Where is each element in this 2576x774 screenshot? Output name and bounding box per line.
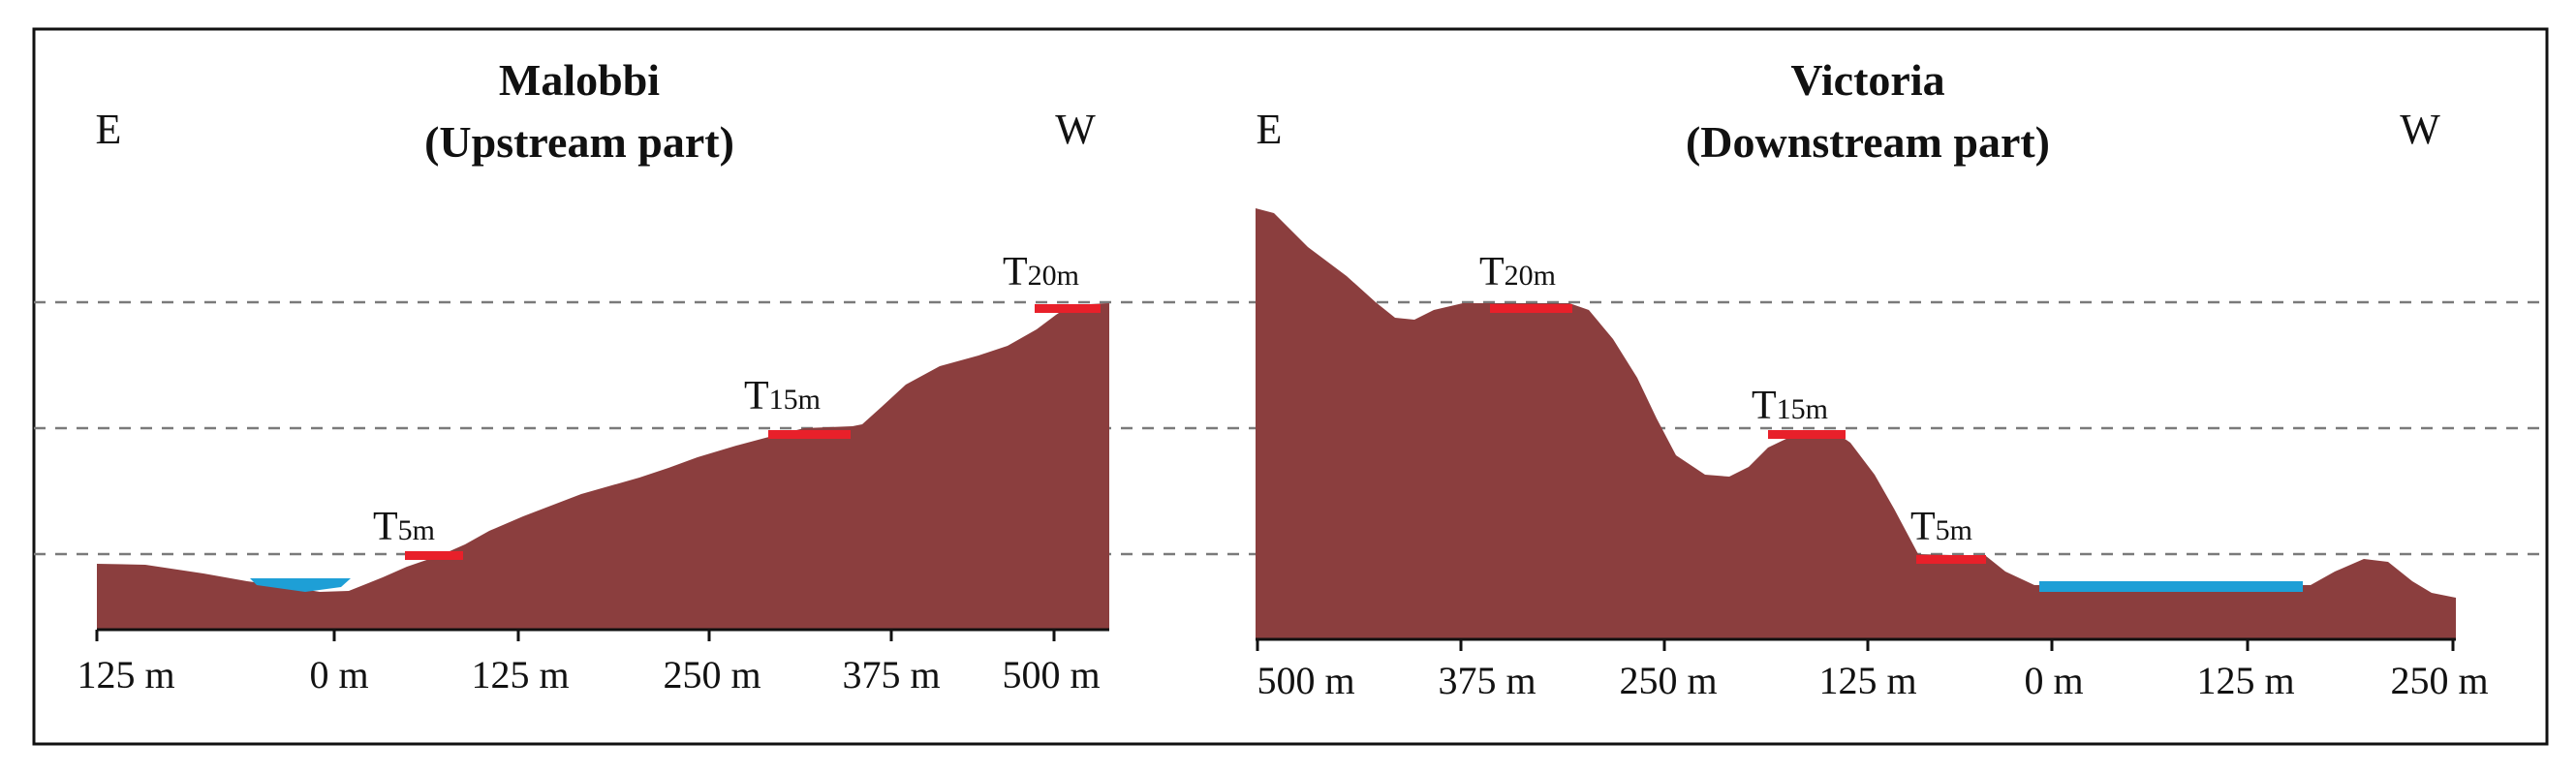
terrace-label-t15m-t: T — [744, 374, 769, 418]
terrace-label-t5m: T5m — [1910, 505, 1972, 549]
river-water — [2039, 581, 2303, 592]
terrain-profile — [1256, 208, 2456, 639]
x-tick-label: 375 m — [1438, 659, 1536, 702]
terrain-profile — [97, 303, 1109, 630]
terrace-label-t5m-sub: 5m — [398, 514, 435, 546]
terrace-label-t15m: T15m — [744, 374, 821, 418]
terrace-bar-t20m — [1490, 304, 1572, 313]
x-tick-label: 0 m — [2024, 659, 2083, 702]
terrace-label-t20m-sub: 20m — [1505, 260, 1556, 292]
terrace-label-t20m-sub: 20m — [1028, 260, 1079, 292]
terrace-label-t5m-t: T — [1910, 505, 1936, 549]
panel-title-line2: (Upstream part) — [424, 117, 734, 167]
x-tick-label: 125 m — [77, 653, 174, 697]
terrace-bar-t15m — [1768, 430, 1846, 439]
terrace-label-t15m-t: T — [1752, 384, 1777, 428]
x-tick-label: 125 m — [471, 653, 569, 697]
direction-east-label: E — [1257, 106, 1283, 153]
x-tick-label: 250 m — [2390, 659, 2488, 702]
terrace-bar-t20m — [1035, 304, 1101, 313]
panel-malobbi: Malobbi (Upstream part) E W T5m T15m T20… — [77, 55, 1109, 697]
terrace-label-t15m-sub: 15m — [769, 384, 821, 416]
x-axis-ticks — [1256, 639, 2455, 651]
x-tick-label: 250 m — [1619, 659, 1717, 702]
terrace-label-t5m: T5m — [373, 505, 435, 549]
x-tick-label: 500 m — [1002, 653, 1100, 697]
panel-title-line1: Malobbi — [499, 55, 660, 105]
terrace-bar-t15m — [768, 430, 851, 439]
figure-frame — [32, 27, 2549, 746]
x-tick-label: 500 m — [1257, 659, 1354, 702]
x-tick-label: 125 m — [1818, 659, 1916, 702]
panel-victoria: Victoria (Downstream part) E W T20m T15m… — [1256, 55, 2489, 702]
direction-east-label: E — [96, 106, 122, 153]
terrace-label-t5m-t: T — [373, 505, 398, 549]
terrace-label-t15m: T15m — [1752, 384, 1828, 428]
terrace-bar-t5m — [1916, 555, 1986, 564]
terrace-label-t15m-sub: 15m — [1777, 393, 1828, 425]
terrace-bar-t5m — [405, 551, 463, 560]
level-lines — [34, 300, 2547, 556]
terrace-label-t20m-t: T — [1003, 250, 1028, 294]
terrace-label-t20m: T20m — [1003, 250, 1079, 294]
x-tick-label: 125 m — [2196, 659, 2294, 702]
terrace-label-t5m-sub: 5m — [1936, 514, 1972, 546]
x-tick-label: 0 m — [309, 653, 368, 697]
panel-title-line1: Victoria — [1790, 55, 1944, 105]
x-tick-label: 375 m — [842, 653, 940, 697]
terrace-label-t20m: T20m — [1479, 250, 1556, 294]
x-axis-ticks — [95, 630, 1056, 641]
direction-west-label: W — [1055, 106, 1096, 153]
direction-west-label: W — [2400, 106, 2440, 153]
river-water — [250, 578, 351, 592]
x-tick-label: 250 m — [663, 653, 760, 697]
panel-title-line2: (Downstream part) — [1686, 117, 2050, 167]
terrace-label-t20m-t: T — [1479, 250, 1505, 294]
